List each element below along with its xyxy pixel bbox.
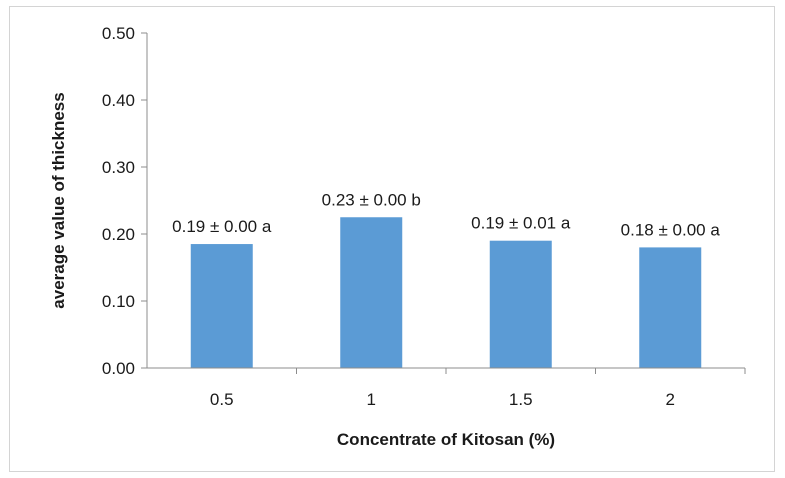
- bar: [639, 247, 702, 368]
- bar: [489, 240, 552, 368]
- bar: [340, 217, 403, 368]
- bar-data-label: 0.18 ± 0.00 a: [621, 220, 721, 239]
- x-tick-label: 0.5: [210, 390, 234, 409]
- y-tick-label: 0.10: [102, 292, 135, 311]
- y-axis-ticks: 0.00 0.10 0.20 0.30 0.40 0.50: [102, 24, 147, 378]
- bar-data-label: 0.23 ± 0.00 b: [322, 190, 421, 209]
- bars: [190, 217, 702, 368]
- x-tick-label: 2: [666, 390, 675, 409]
- y-tick-label: 0.40: [102, 91, 135, 110]
- y-tick-label: 0.20: [102, 225, 135, 244]
- data-labels: 0.19 ± 0.00 a 0.23 ± 0.00 b 0.19 ± 0.01 a 0…: [172, 190, 720, 239]
- x-tick-label: 1.5: [509, 390, 533, 409]
- y-tick-label: 0.30: [102, 158, 135, 177]
- x-axis-ticks: 0.5 1 1.5 2: [210, 368, 746, 409]
- bar-data-label: 0.19 ± 0.00 a: [172, 217, 272, 236]
- bar: [190, 244, 253, 368]
- x-axis-title: Concentrate of Kitosan (%): [337, 430, 555, 449]
- y-axis-title: average value of thickness: [49, 92, 68, 308]
- y-tick-label: 0.00: [102, 359, 135, 378]
- y-tick-label: 0.50: [102, 24, 135, 43]
- bar-data-label: 0.19 ± 0.01 a: [471, 214, 571, 233]
- x-tick-label: 1: [367, 390, 376, 409]
